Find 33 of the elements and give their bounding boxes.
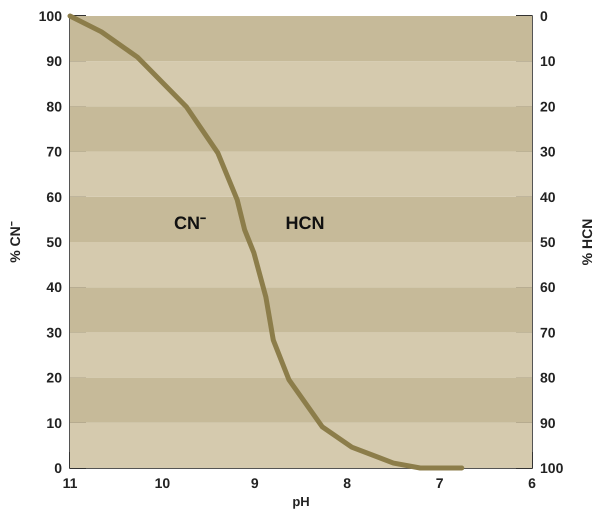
y2-tick-label: 30 [540,144,556,160]
y-tick-label: 40 [46,279,62,296]
x-tick-label: 7 [436,475,444,491]
x-tick-label: 8 [343,475,352,491]
y2-tick-label: 70 [540,324,556,340]
annotation: CN⁻ [174,213,206,233]
x-tick-label: 9 [250,475,259,491]
y-tick-label: 30 [46,324,62,340]
y-tick-label: 100 [38,8,62,24]
x-tick-label: 11 [62,475,78,491]
y2-tick-label: 90 [540,414,556,431]
y-tick-label: 20 [46,370,62,386]
y-tick-label: 60 [46,188,62,205]
y-tick-label: 0 [54,460,62,476]
y-tick-label: 90 [46,53,62,70]
y-tick-label: 10 [46,414,62,431]
y2-tick-label: 0 [540,8,548,24]
y2-tick-label: 60 [540,279,556,296]
y2-tick-label: 50 [540,234,556,250]
y2-tick-label: 10 [540,53,556,70]
y-tick-label: 50 [46,234,62,250]
y2-axis-title: % HCN [579,218,595,266]
x-axis-title: pH [292,494,310,509]
y2-tick-label: 20 [540,98,556,114]
x-tick-label: 10 [154,475,170,491]
y2-tick-label: 80 [540,370,556,386]
y-axis-title: % CN⁻ [7,221,23,263]
y2-tick-label: 40 [540,188,556,205]
annotation: HCN [286,213,324,233]
x-tick-label: 6 [528,475,536,491]
y-tick-label: 70 [46,144,62,160]
y-tick-label: 80 [46,98,62,114]
y2-tick-label: 100 [540,460,564,476]
